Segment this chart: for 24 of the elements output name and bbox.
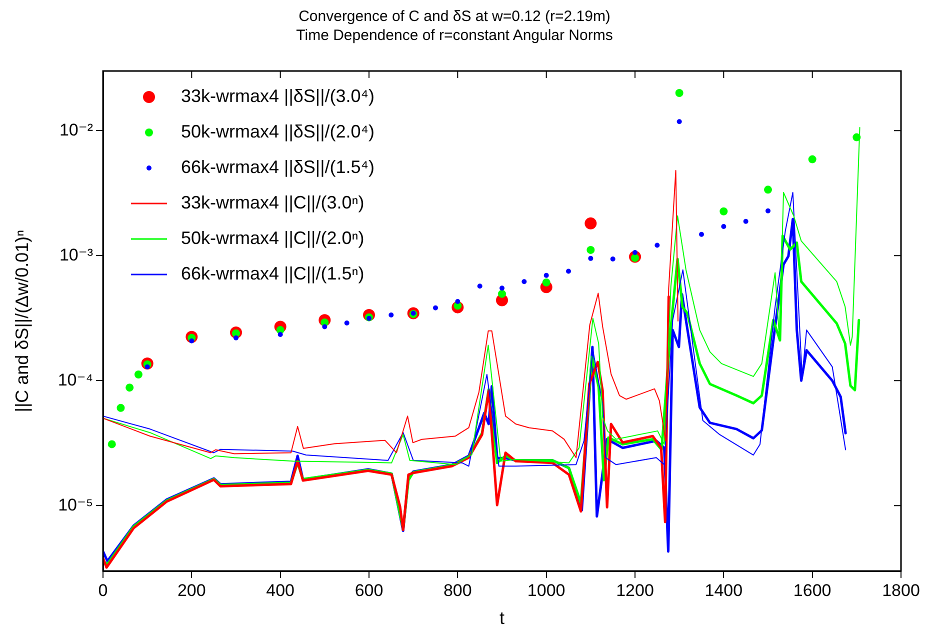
x-tick-label: 0 xyxy=(98,580,108,600)
legend-label: 66k-wrmax4 ||δS||/(1.5⁴) xyxy=(181,156,374,177)
x-tick-label: 200 xyxy=(177,580,206,600)
y-axis-title: ||C and δS||/(Δw/0.01)ⁿ xyxy=(12,230,32,412)
x-axis-title: t xyxy=(499,608,505,628)
legend-label: 33k-wrmax4 ||δS||/(3.0⁴) xyxy=(181,86,374,106)
chart-subtitle: Time Dependence of r=constant Angular Norms xyxy=(296,27,613,44)
x-tick-label: 1600 xyxy=(793,580,832,600)
legend-label: 66k-wrmax4 ||C||/(1.5ⁿ) xyxy=(181,263,364,284)
y-tick-label: 10⁻² xyxy=(59,120,94,140)
x-tick-label: 1000 xyxy=(527,580,566,600)
y-tick-label: 10⁻⁵ xyxy=(58,495,93,514)
legend-label: 50k-wrmax4 ||δS||/(2.0⁴) xyxy=(181,121,374,142)
chart-title: Convergence of C and δS at w=0.12 (r=2.19m) xyxy=(298,8,610,26)
x-tick-label: 800 xyxy=(443,580,472,600)
x-tick-label: 600 xyxy=(354,580,384,600)
x-tick-label: 1200 xyxy=(616,580,654,600)
x-tick-label: 1400 xyxy=(704,580,743,600)
legend-label: 50k-wrmax4 ||C||/(2.0ⁿ) xyxy=(181,228,364,248)
legend-label: 33k-wrmax4 ||C||/(3.0ⁿ) xyxy=(181,192,364,212)
y-tick-label: 10⁻³ xyxy=(59,245,94,264)
x-tick-label: 400 xyxy=(266,580,295,600)
x-tick-label: 1800 xyxy=(882,580,920,600)
y-tick-label: 10⁻⁴ xyxy=(58,370,93,390)
